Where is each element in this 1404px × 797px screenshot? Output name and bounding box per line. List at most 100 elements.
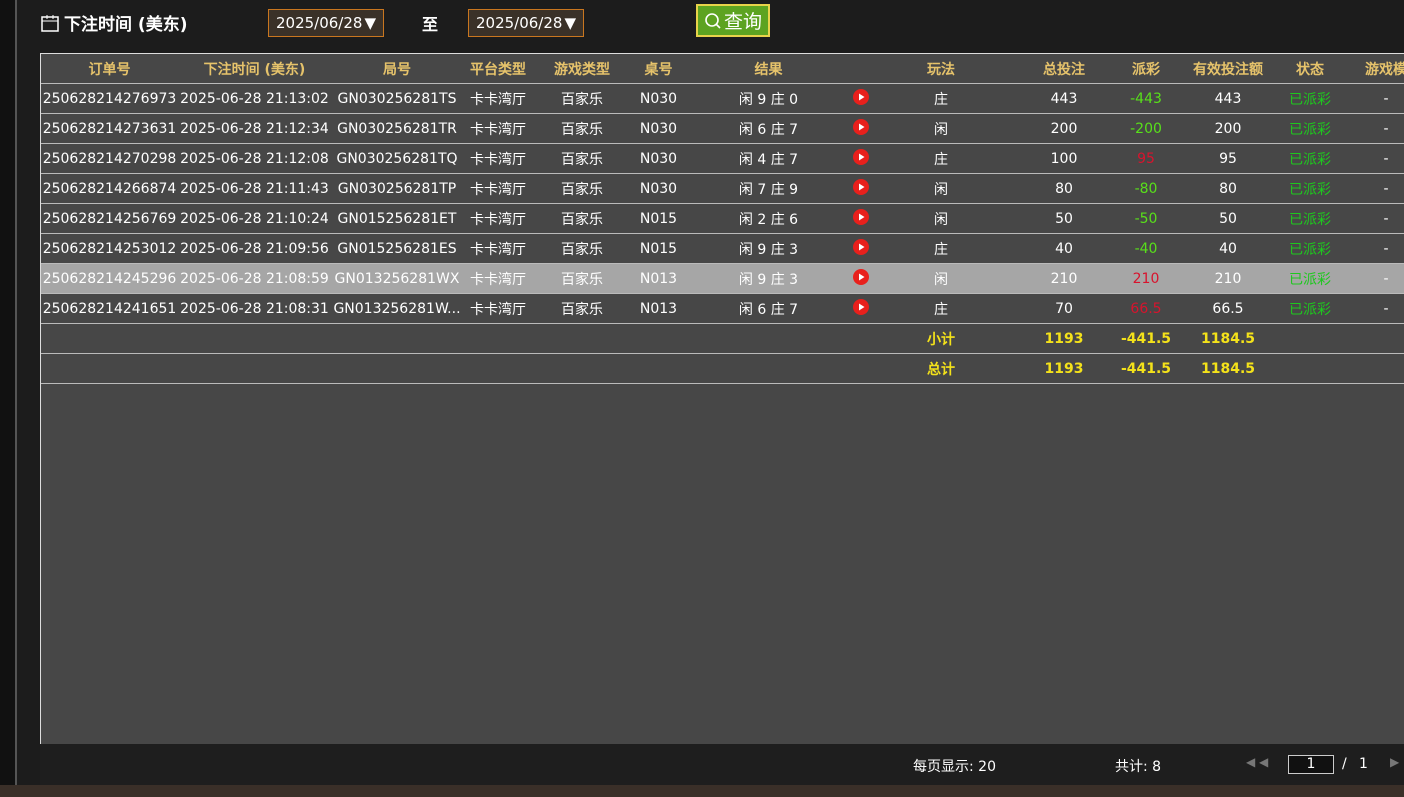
cell: 80 bbox=[1011, 173, 1117, 204]
cell: 百家乐 bbox=[533, 173, 631, 204]
cell: - bbox=[1339, 173, 1404, 204]
cell: 250628214276973 bbox=[41, 83, 178, 114]
video-cell[interactable] bbox=[851, 173, 871, 204]
bet-row[interactable]: 250628214276973 2025-06-28 21:13:02 GN0302… bbox=[41, 83, 1404, 114]
cell: - bbox=[1339, 233, 1404, 264]
cell: 闲 bbox=[871, 113, 1011, 144]
empty-cell bbox=[851, 323, 871, 354]
bet-row[interactable]: 250628214253012 2025-06-28 21:09:56 GN0152… bbox=[41, 233, 1404, 264]
empty-cell bbox=[463, 353, 533, 384]
video-cell[interactable] bbox=[851, 233, 871, 264]
sum-row: 总计 1193 -441.5 1184.5 bbox=[41, 353, 1404, 384]
cell: 66.5 bbox=[1175, 293, 1281, 324]
cell: 210 bbox=[1011, 263, 1117, 294]
cell: 百家乐 bbox=[533, 203, 631, 234]
cell: 40 bbox=[1011, 233, 1117, 264]
cell: - bbox=[1339, 263, 1404, 294]
cell: 250628214241651 bbox=[41, 293, 178, 324]
empty-cell bbox=[631, 323, 686, 354]
calendar-icon bbox=[41, 14, 59, 32]
cell: 百家乐 bbox=[533, 233, 631, 264]
play-icon bbox=[853, 298, 869, 315]
video-cell[interactable] bbox=[851, 203, 871, 234]
cell: -50 bbox=[1117, 203, 1175, 234]
cell: 50 bbox=[1011, 203, 1117, 234]
cell: 100 bbox=[1011, 143, 1117, 174]
empty-cell bbox=[331, 323, 463, 354]
empty-cell bbox=[41, 353, 178, 384]
cell: 闲 6 庄 7 bbox=[686, 293, 851, 324]
cell: 庄 bbox=[871, 83, 1011, 114]
cell: 闲 9 庄 3 bbox=[686, 233, 851, 264]
cell: 闲 6 庄 7 bbox=[686, 113, 851, 144]
cell: GN015256281ET bbox=[331, 203, 463, 234]
cell: 80 bbox=[1175, 173, 1281, 204]
page-input[interactable]: 1 bbox=[1288, 755, 1334, 774]
column-header: 结果 bbox=[686, 54, 851, 84]
cell: 卡卡湾厅 bbox=[463, 113, 533, 144]
video-cell[interactable] bbox=[851, 113, 871, 144]
cell: N030 bbox=[631, 173, 686, 204]
cell: N013 bbox=[631, 293, 686, 324]
first-page[interactable]: ◀ ◀ bbox=[1246, 755, 1269, 769]
next-page[interactable]: ▶ bbox=[1390, 755, 1400, 769]
cell: - bbox=[1339, 113, 1404, 144]
bet-row[interactable]: 250628214241651 2025-06-28 21:08:31 GN0132… bbox=[41, 293, 1404, 324]
bet-row[interactable]: 250628214256769 2025-06-28 21:10:24 GN0152… bbox=[41, 203, 1404, 234]
cell: 250628214266874 bbox=[41, 173, 178, 204]
cell: N030 bbox=[631, 143, 686, 174]
cell: -80 bbox=[1117, 173, 1175, 204]
bet-row[interactable]: 250628214266874 2025-06-28 21:11:43 GN0302… bbox=[41, 173, 1404, 204]
column-header: 总投注 bbox=[1011, 54, 1117, 84]
cell: 卡卡湾厅 bbox=[463, 173, 533, 204]
search-button[interactable]: 查询 bbox=[696, 4, 770, 37]
sum-row: 小计 1193 -441.5 1184.5 bbox=[41, 323, 1404, 354]
empty-cell bbox=[1281, 353, 1339, 384]
date-text: 2025/06/28 bbox=[475, 14, 563, 32]
sum-label: 总计 bbox=[871, 353, 1011, 384]
search-icon bbox=[705, 12, 721, 29]
footer: 每页显示: 20 共计: 8 ◀ ◀ 1 / 1 ▶ bbox=[40, 744, 1404, 785]
cell: 百家乐 bbox=[533, 293, 631, 324]
cell: GN030256281TQ bbox=[331, 143, 463, 174]
bet-row[interactable]: 250628214273631 2025-06-28 21:12:34 GN0302… bbox=[41, 113, 1404, 144]
cell: 2025-06-28 21:09:56 bbox=[178, 233, 331, 264]
column-header: 订单号 bbox=[41, 54, 178, 84]
cell: 250628214273631 bbox=[41, 113, 178, 144]
page-separator: / bbox=[1342, 756, 1347, 772]
video-cell[interactable] bbox=[851, 293, 871, 324]
cell: N030 bbox=[631, 83, 686, 114]
cell: 卡卡湾厅 bbox=[463, 143, 533, 174]
video-cell[interactable] bbox=[851, 83, 871, 114]
cell: 250628214256769 bbox=[41, 203, 178, 234]
column-header: 下注时间 (美东) bbox=[178, 54, 331, 84]
cell: N030 bbox=[631, 113, 686, 144]
bet-row[interactable]: 250628214270298 2025-06-28 21:12:08 GN0302… bbox=[41, 143, 1404, 174]
cell: 闲 bbox=[871, 263, 1011, 294]
column-header: 局号 bbox=[331, 54, 463, 84]
end-date[interactable]: 2025/06/28 ▼ bbox=[468, 9, 584, 37]
empty-cell bbox=[533, 323, 631, 354]
bet-row[interactable]: 250628214245296 2025-06-28 21:08:59 GN0132… bbox=[41, 263, 1404, 294]
play-icon bbox=[853, 268, 869, 285]
cell: 66.5 bbox=[1117, 293, 1175, 324]
play-icon bbox=[853, 148, 869, 165]
cell: 已派彩 bbox=[1281, 83, 1339, 114]
cell: N013 bbox=[631, 263, 686, 294]
cell: 443 bbox=[1011, 83, 1117, 114]
cell: 40 bbox=[1175, 233, 1281, 264]
cell: 已派彩 bbox=[1281, 173, 1339, 204]
empty-cell bbox=[178, 353, 331, 384]
cell: 卡卡湾厅 bbox=[463, 203, 533, 234]
sidebar bbox=[0, 0, 17, 785]
cell: 闲 bbox=[871, 203, 1011, 234]
empty-cell bbox=[331, 353, 463, 384]
column-header: 有效投注额 bbox=[1175, 54, 1281, 84]
cell: 百家乐 bbox=[533, 83, 631, 114]
start-date[interactable]: 2025/06/28 ▼ bbox=[268, 9, 384, 37]
video-cell[interactable] bbox=[851, 143, 871, 174]
cell: 已派彩 bbox=[1281, 263, 1339, 294]
video-cell[interactable] bbox=[851, 263, 871, 294]
cell: 95 bbox=[1175, 143, 1281, 174]
